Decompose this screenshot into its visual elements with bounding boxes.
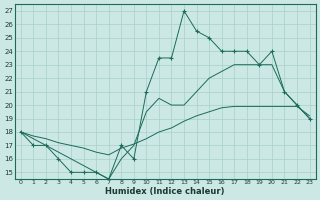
X-axis label: Humidex (Indice chaleur): Humidex (Indice chaleur) xyxy=(106,187,225,196)
